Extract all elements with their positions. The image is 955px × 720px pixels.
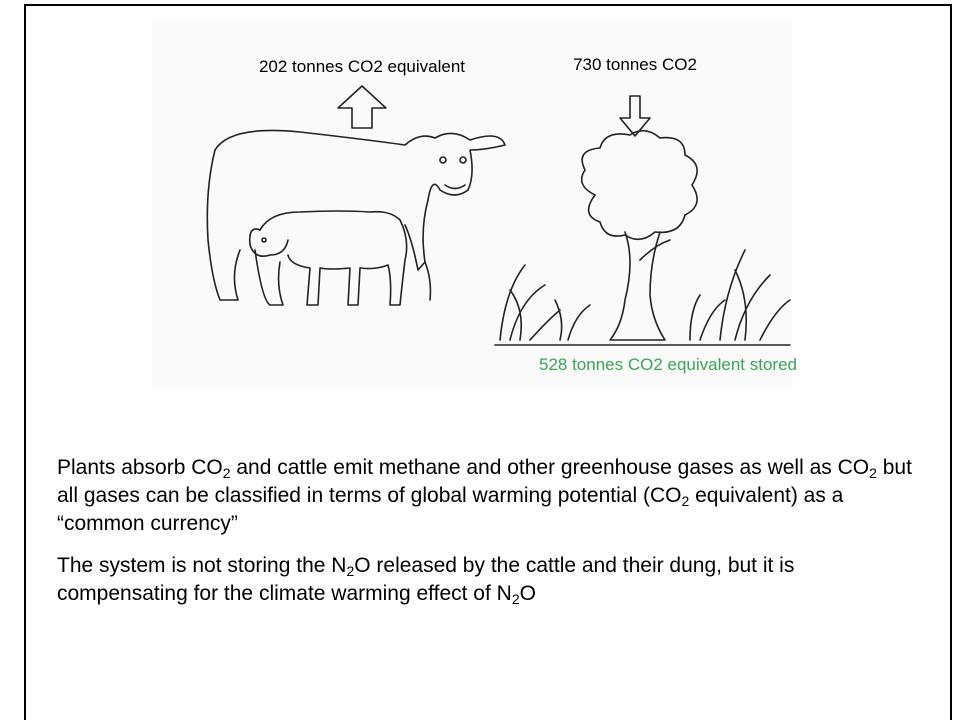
cattle-drawing	[206, 129, 506, 306]
text-run: and cattle emit methane and other greenh…	[230, 456, 870, 479]
subscript: 2	[222, 465, 231, 481]
paragraph: The system is not storing the N2O releas…	[57, 552, 927, 608]
up-arrow	[337, 85, 387, 129]
subscript: 2	[681, 493, 690, 509]
down-arrow	[619, 95, 651, 137]
subscript: 2	[511, 591, 520, 607]
text-run: The system is not storing the N	[57, 554, 347, 577]
text-run: equivalent) as a “common currency”	[57, 484, 844, 535]
paragraph: Plants absorb CO2 and cattle emit methan…	[57, 454, 927, 538]
subscript: 2	[869, 465, 877, 481]
emitted-label: 202 tonnes CO2 equivalent	[259, 57, 465, 76]
text-run: but all gases can be classified in terms…	[57, 456, 912, 507]
subscript: 2	[346, 563, 355, 579]
text-run: Plants absorb CO	[57, 456, 223, 479]
tree-drawing	[494, 129, 791, 346]
illustration: 202 tonnes CO2 equivalent 730 tonnes CO2…	[152, 18, 798, 390]
slide-frame	[24, 4, 952, 720]
text-run: O	[519, 582, 536, 605]
stored-label: 528 tonnes CO2 equivalent stored	[539, 355, 797, 374]
text-run: O released by the cattle and their dung,…	[57, 554, 795, 605]
illustration-background	[152, 18, 792, 390]
absorbed-label: 730 tonnes CO2	[573, 55, 697, 74]
